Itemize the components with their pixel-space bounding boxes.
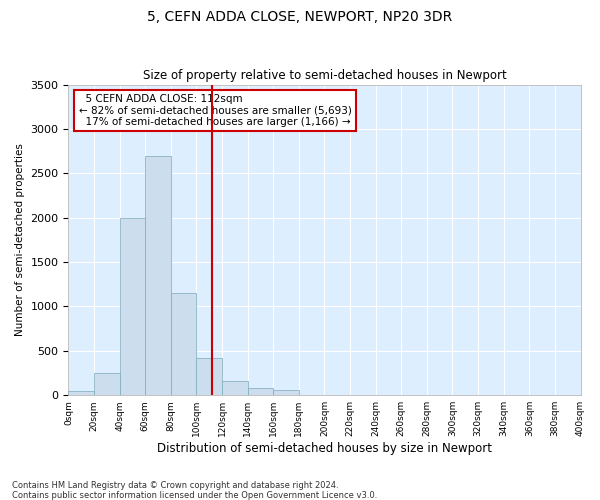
Y-axis label: Number of semi-detached properties: Number of semi-detached properties [15,144,25,336]
Bar [94,373,119,395]
Bar [171,293,196,395]
Bar [196,358,222,395]
Bar [273,390,299,395]
Text: Contains HM Land Registry data © Crown copyright and database right 2024.: Contains HM Land Registry data © Crown c… [12,481,338,490]
Bar [222,381,248,395]
Bar [119,218,145,395]
Text: 5, CEFN ADDA CLOSE, NEWPORT, NP20 3DR: 5, CEFN ADDA CLOSE, NEWPORT, NP20 3DR [148,10,452,24]
Text: Contains public sector information licensed under the Open Government Licence v3: Contains public sector information licen… [12,491,377,500]
Bar [145,156,171,395]
Bar [248,388,273,395]
Bar [68,391,94,395]
X-axis label: Distribution of semi-detached houses by size in Newport: Distribution of semi-detached houses by … [157,442,492,455]
Text: 5 CEFN ADDA CLOSE: 112sqm  
← 82% of semi-detached houses are smaller (5,693)
  : 5 CEFN ADDA CLOSE: 112sqm ← 82% of semi-… [79,94,352,127]
Title: Size of property relative to semi-detached houses in Newport: Size of property relative to semi-detach… [143,69,506,82]
